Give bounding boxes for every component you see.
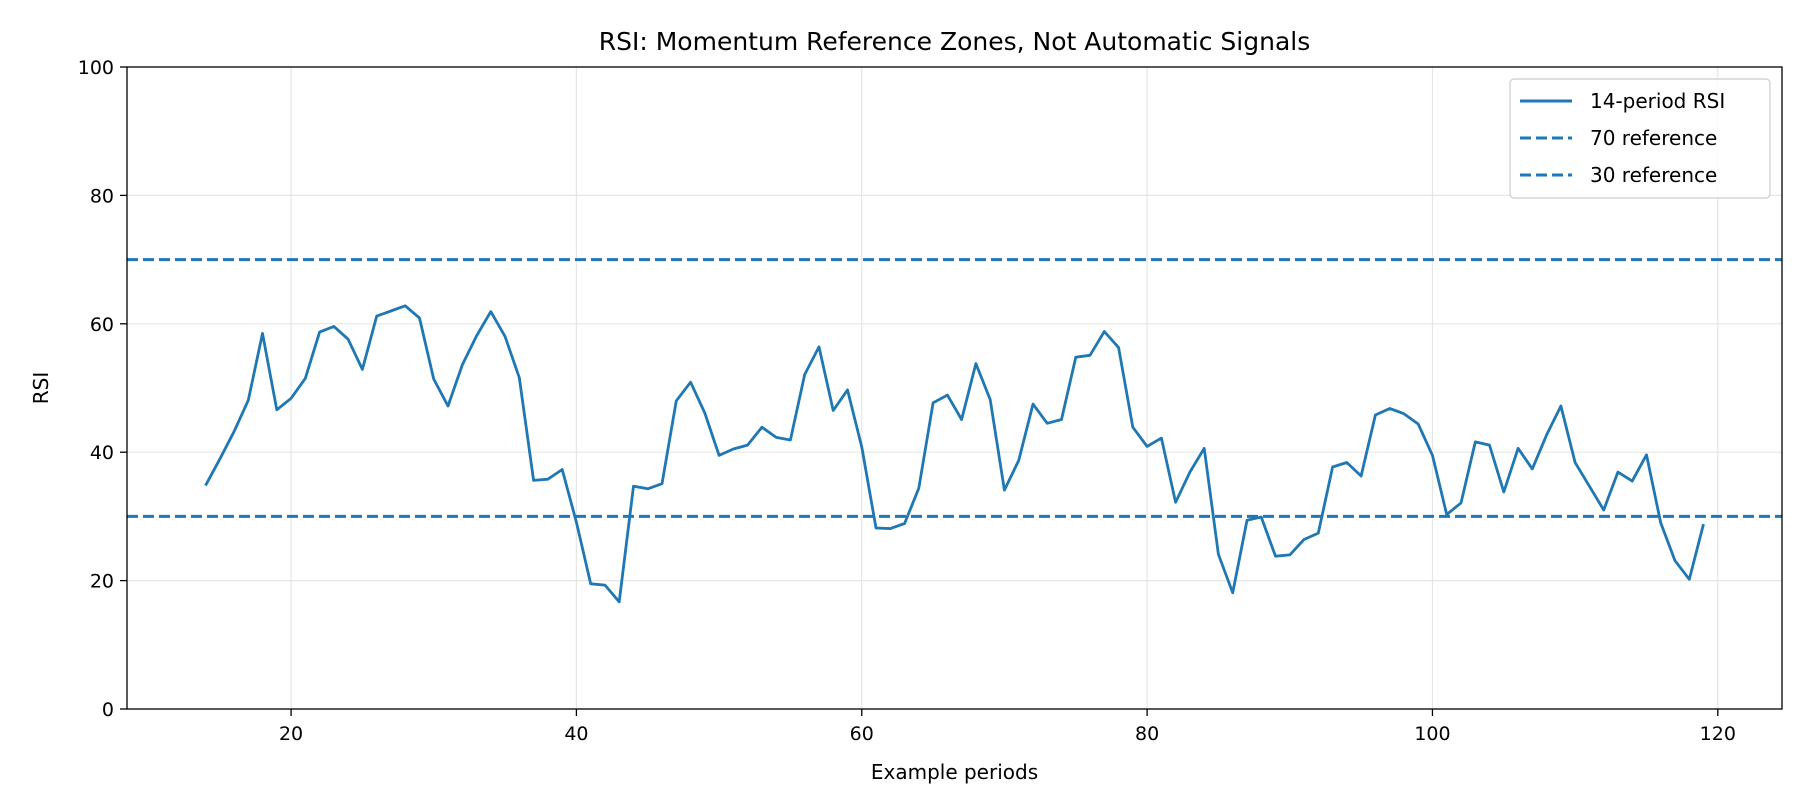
x-axis-ticks: 20 40 60 80 100 120	[279, 709, 1736, 745]
chart-title: RSI: Momentum Reference Zones, Not Autom…	[599, 27, 1311, 56]
reference-lines	[127, 258, 1782, 518]
legend-label-30-reference: 30 reference	[1590, 163, 1717, 187]
legend: 14-period RSI 70 reference 30 reference	[1509, 78, 1771, 199]
y-axis-title: RSI	[29, 372, 53, 405]
plot-frame	[126, 66, 1783, 710]
y-tick-label: 40	[90, 442, 114, 464]
x-tick-label: 100	[1414, 723, 1450, 745]
y-tick-label: 80	[90, 185, 114, 207]
y-tick-label: 20	[90, 571, 114, 593]
legend-label-70-reference: 70 reference	[1590, 126, 1717, 150]
x-axis-title: Example periods	[871, 760, 1038, 784]
x-tick-label: 40	[564, 723, 588, 745]
y-tick-label: 60	[90, 314, 114, 336]
x-tick-label: 60	[850, 723, 874, 745]
series-lines	[204, 304, 1705, 604]
y-tick-label: 0	[102, 699, 114, 721]
x-tick-label: 20	[279, 723, 303, 745]
x-tick-label: 80	[1135, 723, 1159, 745]
y-tick-label: 100	[78, 57, 114, 79]
legend-box	[1509, 78, 1771, 199]
x-tick-label: 120	[1700, 723, 1736, 745]
legend-label-rsi: 14-period RSI	[1590, 89, 1725, 113]
rsi-series-line	[204, 304, 1705, 604]
y-axis-ticks: 0 20 40 60 80 100	[78, 57, 127, 721]
